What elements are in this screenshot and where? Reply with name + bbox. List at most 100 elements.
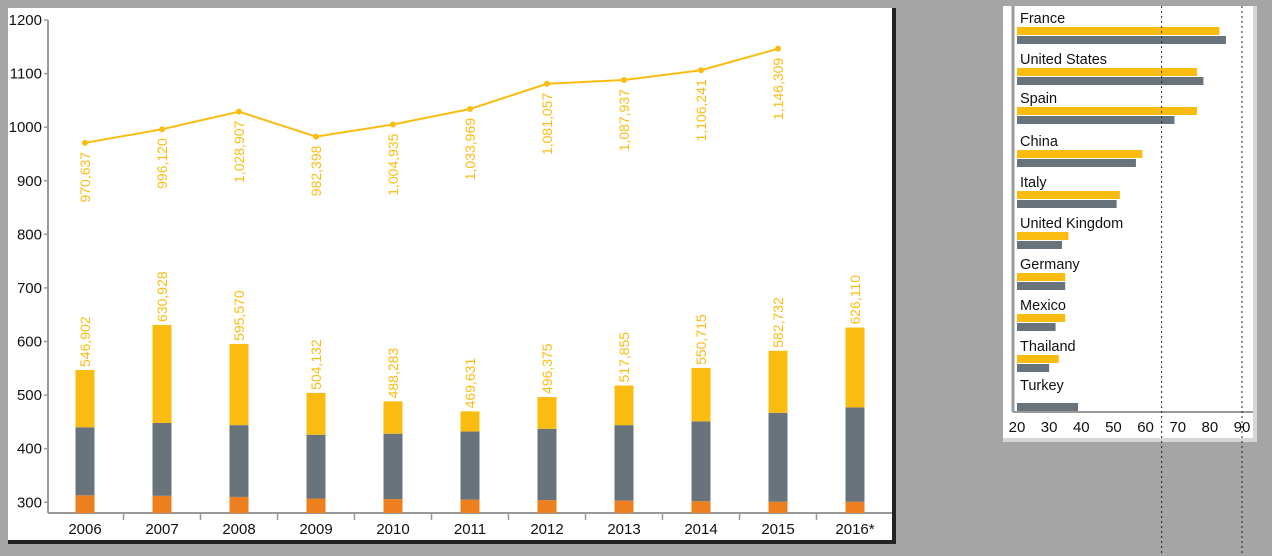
- bar-segment-yellow: [306, 392, 326, 435]
- x-tick-label: 50: [1105, 419, 1122, 436]
- bar-segment-orange: [691, 501, 711, 513]
- x-tick-label: 30: [1041, 419, 1058, 436]
- bar-value-label: 496,375: [539, 343, 555, 394]
- bar-yellow: [1017, 68, 1197, 76]
- bar-gray: [1017, 241, 1062, 249]
- bar-segment-yellow: [768, 350, 788, 413]
- y-tick-label: 400: [17, 441, 42, 458]
- bar-value-label: 550,715: [693, 314, 709, 365]
- x-tick-label: 2015: [761, 521, 794, 538]
- x-tick-label: 2014: [684, 521, 717, 538]
- line-value-label: 1,033,969: [462, 118, 478, 180]
- bar-gray: [1017, 159, 1136, 167]
- bar-gray: [1017, 200, 1117, 208]
- bar-segment-gray: [152, 422, 172, 496]
- bar-segment-yellow: [845, 327, 865, 408]
- bar-value-label: 626,110: [847, 275, 863, 325]
- y-tick-label: 900: [17, 173, 42, 190]
- category-label: Turkey: [1020, 378, 1065, 394]
- line-point: [236, 108, 242, 115]
- category-label: Spain: [1020, 91, 1057, 107]
- bar-segment-gray: [845, 407, 865, 502]
- x-tick-label: 2013: [607, 521, 640, 538]
- bar-yellow: [1017, 314, 1066, 322]
- bar-segment-yellow: [537, 397, 557, 429]
- bar-segment-orange: [614, 500, 634, 513]
- line-point: [82, 139, 88, 146]
- bar-segment-gray: [75, 427, 95, 496]
- y-tick-label: 600: [17, 334, 42, 351]
- category-label: China: [1020, 134, 1059, 150]
- bar-segment-gray: [537, 428, 557, 501]
- bar-segment-gray: [768, 412, 788, 502]
- line-point: [544, 80, 550, 87]
- bar-value-label: 504,132: [308, 339, 324, 390]
- bar-value-label: 595,570: [231, 290, 247, 341]
- y-tick-label: 800: [17, 226, 42, 243]
- left-chart-panel: 300 400 500 600 700 800 900 1000 1100 1200 2006 200…: [8, 8, 896, 544]
- bar-value-label: 630,928: [154, 271, 170, 322]
- category-label: Thailand: [1020, 339, 1076, 355]
- bar-gray: [1017, 36, 1226, 44]
- line-point: [159, 126, 165, 133]
- line-point: [698, 67, 704, 74]
- bar-value-label: 582,732: [770, 297, 786, 348]
- y-tick-label: 1100: [10, 66, 42, 83]
- bar-segment-yellow: [229, 343, 249, 426]
- x-tick-label: 40: [1073, 419, 1090, 436]
- bar-yellow: [1017, 355, 1059, 363]
- line-value-label: 970,637: [77, 152, 93, 203]
- bar-segment-orange: [152, 495, 172, 513]
- bar-gray: [1017, 403, 1079, 411]
- bar-value-label: 517,855: [616, 332, 632, 383]
- category-label: United States: [1020, 52, 1107, 68]
- x-tick-label: 2012: [530, 521, 563, 538]
- x-tick-label: 2010: [376, 521, 409, 538]
- x-tick-label: 90: [1234, 419, 1251, 436]
- line-value-label: 1,146,309: [770, 58, 786, 120]
- bar-yellow: [1017, 107, 1197, 115]
- bar-value-label: 469,631: [462, 358, 478, 409]
- x-tick-label: 70: [1169, 419, 1186, 436]
- line-point: [313, 133, 319, 140]
- line-value-label: 1,081,057: [539, 93, 555, 155]
- bar-segment-gray: [614, 425, 634, 501]
- line-series: [84, 47, 779, 144]
- bar-gray: [1017, 364, 1050, 372]
- line-value-label: 996,120: [154, 138, 170, 189]
- line-point: [775, 45, 781, 52]
- line-value-label: 1,106,241: [693, 79, 709, 141]
- bar-segment-yellow: [691, 367, 711, 422]
- bar-yellow: [1017, 27, 1220, 35]
- category-label: Italy: [1020, 175, 1047, 191]
- bar-segment-gray: [229, 425, 249, 497]
- x-tick-label: 60: [1137, 419, 1154, 436]
- bar-segment-orange: [75, 495, 95, 513]
- y-tick-label: 300: [17, 494, 42, 511]
- bar-segment-yellow: [75, 369, 95, 428]
- bar-yellow: [1017, 150, 1143, 158]
- category-label: Mexico: [1020, 298, 1066, 314]
- bar-yellow: [1017, 191, 1120, 199]
- x-tick-label: 2016*: [835, 521, 874, 538]
- bar-gray: [1017, 116, 1175, 124]
- bar-segment-orange: [537, 500, 557, 513]
- tourism-line-bar-chart: 300 400 500 600 700 800 900 1000 1100 1200 2006 200…: [9, 12, 892, 538]
- category-label: France: [1020, 11, 1065, 27]
- y-tick-label: 700: [17, 280, 42, 297]
- x-tick-label: 20: [1009, 419, 1026, 436]
- bar-segment-gray: [383, 433, 403, 500]
- bar-segment-orange: [460, 499, 480, 513]
- line-value-label: 1,028,907: [231, 120, 247, 182]
- line-point: [621, 77, 627, 84]
- line-value-label: 982,398: [308, 145, 324, 196]
- bar-segment-gray: [691, 421, 711, 502]
- bar-segment-gray: [306, 434, 326, 499]
- x-tick-label: 80: [1202, 419, 1219, 436]
- x-tick-label: 2008: [222, 521, 255, 538]
- y-tick-label: 1000: [9, 119, 42, 136]
- bar-segment-gray: [460, 431, 480, 500]
- line-value-label: 1,087,937: [616, 89, 632, 151]
- bar-yellow: [1017, 232, 1069, 240]
- country-ranking-bar-chart: France United States Spain China Italy United…: [1009, 6, 1253, 436]
